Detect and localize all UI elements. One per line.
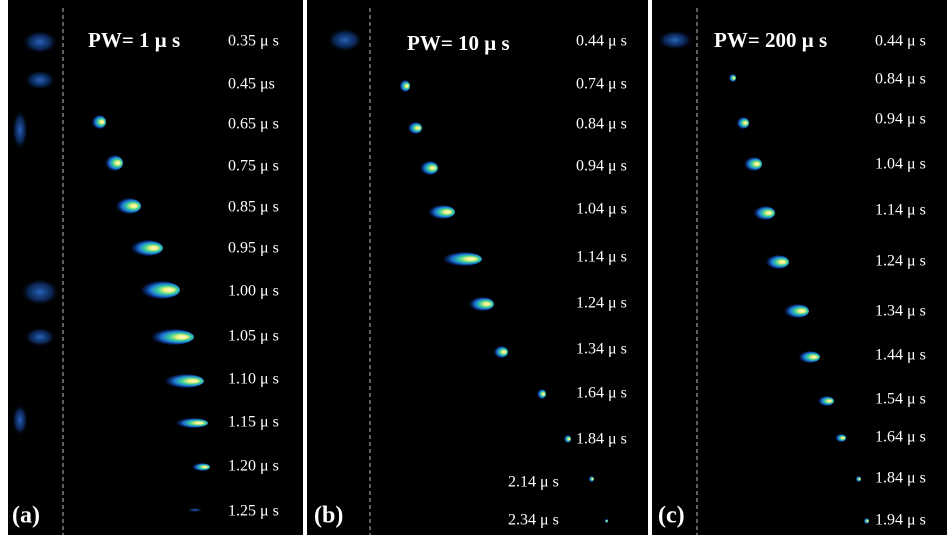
time-label: 0.94 μ s xyxy=(875,111,926,128)
background-glow xyxy=(24,327,56,347)
plasma-spot xyxy=(735,117,749,129)
panel-label: (a) xyxy=(12,503,40,529)
time-label: 1.34 μ s xyxy=(576,341,627,358)
time-label: 1.64 μ s xyxy=(875,429,926,446)
panel-background xyxy=(8,0,303,535)
plasma-spot xyxy=(113,198,141,214)
time-label: 0.44 μ s xyxy=(576,33,627,50)
plasma-spot xyxy=(438,252,482,266)
background-glow xyxy=(12,110,28,150)
plasma-spot xyxy=(466,297,494,311)
plasma-spot xyxy=(834,434,846,442)
plasma-spot xyxy=(816,396,834,406)
time-label: 1.25 μ s xyxy=(228,503,279,520)
plasma-spot xyxy=(863,518,869,524)
time-label: 0.45 μs xyxy=(228,76,275,93)
background-glow xyxy=(20,278,60,306)
time-label: 2.14 μ s xyxy=(508,474,559,491)
plasma-spot xyxy=(563,435,571,443)
plasma-spot xyxy=(146,329,194,345)
panel-label: (c) xyxy=(658,503,685,529)
time-label: 1.04 μ s xyxy=(576,201,627,218)
time-label: 1.05 μ s xyxy=(228,328,279,345)
time-label: 0.65 μ s xyxy=(228,116,279,133)
plasma-spot xyxy=(855,476,861,482)
time-label: 0.75 μ s xyxy=(228,158,279,175)
figure-layer: PW= 1 μ s (a) 0.35 μ s 0.45 μs 0.65 μ s 0.75 … xyxy=(12,28,926,529)
time-label: 0.94 μ s xyxy=(576,158,627,175)
plasma-spot xyxy=(24,70,56,90)
panel-label: (b) xyxy=(314,503,343,529)
plasma-spot xyxy=(406,122,422,134)
plasma-spot xyxy=(327,28,363,52)
time-label: 0.84 μ s xyxy=(875,71,926,88)
plasma-spot xyxy=(127,240,163,256)
time-label: 1.84 μ s xyxy=(576,431,627,448)
time-label: 1.10 μ s xyxy=(228,371,279,388)
time-label: 1.54 μ s xyxy=(875,391,926,408)
panel-title: PW= 10 μ s xyxy=(407,31,510,55)
time-label: 0.85 μ s xyxy=(228,199,279,216)
plasma-spot xyxy=(22,30,58,54)
time-label: 1.24 μ s xyxy=(875,253,926,270)
time-label: 1.14 μ s xyxy=(875,202,926,219)
time-label: 1.14 μ s xyxy=(576,249,627,266)
plasma-spot xyxy=(492,346,508,358)
time-label: 0.84 μ s xyxy=(576,116,627,133)
time-label: 0.35 μ s xyxy=(228,33,279,50)
plasma-spot xyxy=(398,80,410,92)
plasma-spot xyxy=(418,161,438,175)
plasma-spot xyxy=(425,205,455,219)
plasma-spot xyxy=(604,519,608,523)
time-label: 0.74 μ s xyxy=(576,76,627,93)
plasma-spot xyxy=(588,476,594,482)
time-label: 1.84 μ s xyxy=(875,470,926,487)
time-label: 1.15 μ s xyxy=(228,414,279,431)
time-label: 1.04 μ s xyxy=(875,156,926,173)
plasma-spot xyxy=(190,463,210,471)
time-label: 1.00 μ s xyxy=(228,283,279,300)
plasma-spot xyxy=(763,255,789,269)
time-label: 1.94 μ s xyxy=(875,512,926,529)
time-label: 1.44 μ s xyxy=(875,347,926,364)
plasma-spot xyxy=(781,304,809,318)
time-label: 1.64 μ s xyxy=(576,385,627,402)
plasma-spot xyxy=(751,206,775,220)
time-label: 0.95 μ s xyxy=(228,240,279,257)
plasma-spot xyxy=(172,418,208,428)
panel-title: PW= 1 μ s xyxy=(88,28,180,52)
time-label: 1.20 μ s xyxy=(228,458,279,475)
panel-title: PW= 200 μ s xyxy=(714,28,827,52)
time-label: 2.34 μ s xyxy=(508,512,559,529)
time-label: 0.44 μ s xyxy=(875,33,926,50)
background-glow xyxy=(12,404,28,436)
plasma-spot xyxy=(796,351,820,363)
plasma-spot xyxy=(657,30,693,50)
time-label: 1.24 μ s xyxy=(576,295,627,312)
plasma-spot xyxy=(742,157,762,171)
panel-background xyxy=(652,0,947,535)
plasma-spot xyxy=(187,508,203,512)
plasma-spot xyxy=(536,389,546,399)
plasma-spot xyxy=(103,155,123,171)
plasma-spot xyxy=(90,115,106,129)
plasma-spot xyxy=(728,74,736,82)
plasma-spot xyxy=(136,281,180,299)
plasma-spot xyxy=(160,374,204,388)
time-label: 1.34 μ s xyxy=(875,303,926,320)
panel-background xyxy=(307,0,648,535)
